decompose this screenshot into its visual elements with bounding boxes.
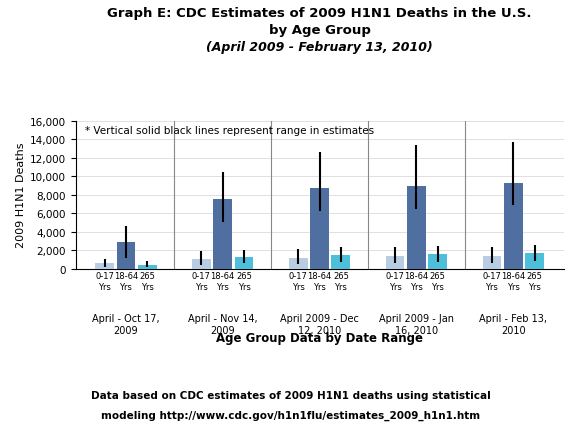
Text: (April 2009 - February 13, 2010): (April 2009 - February 13, 2010) xyxy=(206,41,433,54)
Y-axis label: 2009 H1N1 Deaths: 2009 H1N1 Deaths xyxy=(16,143,26,248)
Text: by Age Group: by Age Group xyxy=(268,24,371,37)
Text: April - Nov 14,
2009: April - Nov 14, 2009 xyxy=(188,313,257,335)
Text: Graph E: CDC Estimates of 2009 H1N1 Deaths in the U.S.: Graph E: CDC Estimates of 2009 H1N1 Deat… xyxy=(107,7,532,20)
Bar xyxy=(504,183,522,269)
Bar xyxy=(525,253,544,269)
Bar xyxy=(138,265,156,269)
Bar xyxy=(310,189,329,269)
Text: modeling http://www.cdc.gov/h1n1flu/estimates_2009_h1n1.htm: modeling http://www.cdc.gov/h1n1flu/esti… xyxy=(101,410,480,421)
Bar xyxy=(289,258,307,269)
Bar xyxy=(117,242,135,269)
Bar xyxy=(407,187,426,269)
Text: Data based on CDC estimates of 2009 H1N1 deaths using statistical: Data based on CDC estimates of 2009 H1N1… xyxy=(91,391,490,401)
Bar xyxy=(192,259,211,269)
Bar xyxy=(235,257,253,269)
Bar xyxy=(386,256,404,269)
Text: Age Group Data by Date Range: Age Group Data by Date Range xyxy=(216,331,423,344)
Text: * Vertical solid black lines represent range in estimates: * Vertical solid black lines represent r… xyxy=(85,126,374,136)
Text: April 2009 - Jan
16, 2010: April 2009 - Jan 16, 2010 xyxy=(379,313,454,335)
Text: April - Oct 17,
2009: April - Oct 17, 2009 xyxy=(92,313,160,335)
Bar xyxy=(428,254,447,269)
Text: April 2009 - Dec
12, 2010: April 2009 - Dec 12, 2010 xyxy=(280,313,359,335)
Bar xyxy=(95,263,114,269)
Bar xyxy=(483,256,501,269)
Bar xyxy=(332,255,350,269)
Bar xyxy=(213,200,232,269)
Text: April - Feb 13,
2010: April - Feb 13, 2010 xyxy=(479,313,547,335)
